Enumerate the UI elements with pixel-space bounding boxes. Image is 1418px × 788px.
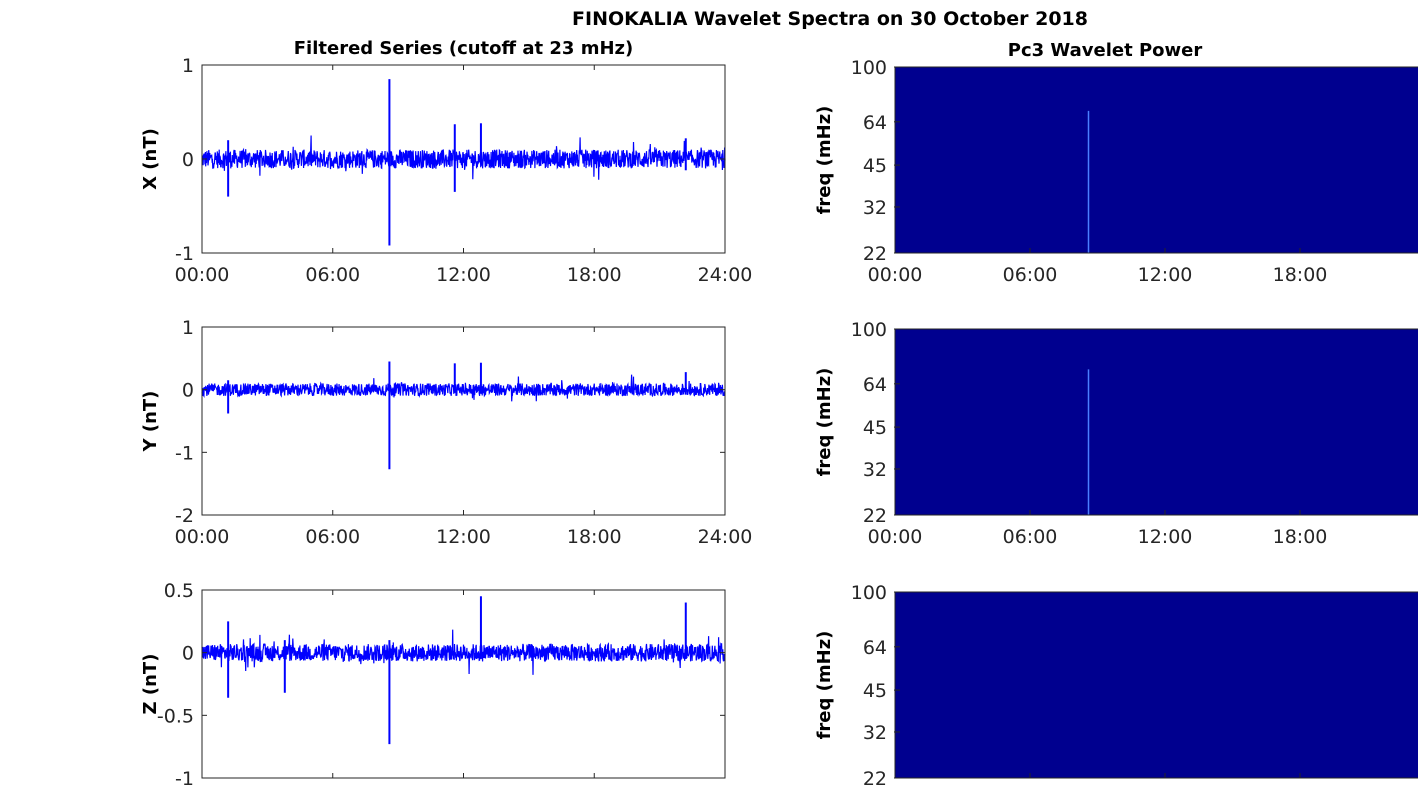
x-tick-label: 12:00	[436, 264, 491, 286]
y-axis-label: freq (mHz)	[814, 631, 835, 740]
x-tick-label: 18:00	[1273, 526, 1328, 548]
y-tick-label: 64	[863, 637, 887, 659]
figure-title: FINOKALIA Wavelet Spectra on 30 October …	[572, 8, 1088, 30]
x-tick-label: 00:00	[175, 264, 230, 286]
y-tick-label: 32	[863, 459, 887, 481]
panel-title: Pc3 Wavelet Power	[1008, 40, 1203, 61]
y-axis-label: freq (mHz)	[814, 106, 835, 215]
axes-frame	[201, 326, 726, 516]
y-tick-label: -0.5	[157, 705, 194, 727]
x-tick-label: 06:00	[1003, 264, 1058, 286]
y-tick-label: 22	[863, 768, 887, 788]
y-tick-label: 0	[182, 149, 194, 171]
y-tick-label: 100	[851, 57, 887, 79]
y-tick-label: 22	[863, 243, 887, 265]
series-line	[201, 374, 726, 402]
x-tick-label: 06:00	[305, 526, 360, 548]
y-tick-label: 100	[851, 582, 887, 604]
y-tick-label: 0	[182, 643, 194, 665]
y-tick-label: -1	[175, 768, 194, 788]
x-tick-label: 12:00	[436, 526, 491, 548]
y-axis-label: X (nT)	[140, 128, 161, 190]
y-tick-label: 45	[863, 680, 887, 702]
x-tick-label: 00:00	[868, 264, 923, 286]
x-tick-label: 18:00	[1273, 264, 1328, 286]
heatmap-panel: 22 32 45 64 100	[851, 582, 1418, 788]
panel-title: Filtered Series (cutoff at 23 mHz)	[294, 38, 633, 59]
y-tick-label: -1	[175, 442, 194, 464]
y-tick-label: 45	[863, 417, 887, 439]
y-tick-label: 0.5	[164, 580, 194, 602]
y-tick-label: 45	[863, 155, 887, 177]
panels: -1 0 1 00:00 06:00 12:00 18:00 24:00 Filtered Se…	[140, 38, 1418, 788]
line-panel: -1 0 1 00:00 06:00 12:00 18:00 24:00	[175, 55, 753, 286]
y-tick-label: 0	[182, 380, 194, 402]
heatmap-field	[895, 592, 1418, 778]
y-tick-label: -1	[175, 243, 194, 265]
x-tick-label: 06:00	[305, 264, 360, 286]
y-axis-label: freq (mHz)	[814, 368, 835, 477]
y-tick-label: 64	[863, 374, 887, 396]
x-tick-label: 24:00	[698, 526, 753, 548]
line-panel: -1 -0.5 0 0.5	[157, 580, 726, 788]
line-panel: -2 -1 0 1 00:00 06:00 12:00 18:00 24:00	[175, 317, 753, 548]
y-tick-label: 32	[863, 197, 887, 219]
y-tick-label: 32	[863, 722, 887, 744]
series-line	[201, 135, 726, 180]
heatmap-field	[895, 67, 1418, 253]
y-tick-label: 1	[182, 317, 194, 339]
x-tick-label: 06:00	[1003, 526, 1058, 548]
y-tick-label: 22	[863, 505, 887, 527]
x-tick-label: 12:00	[1138, 526, 1193, 548]
y-tick-label: 64	[863, 112, 887, 134]
x-tick-label: 12:00	[1138, 264, 1193, 286]
y-tick-label: 1	[182, 55, 194, 77]
series-line	[201, 629, 726, 675]
y-tick-label: 100	[851, 319, 887, 341]
y-axis-label: Y (nT)	[140, 391, 161, 453]
x-tick-label: 00:00	[868, 526, 923, 548]
x-tick-label: 18:00	[567, 526, 622, 548]
axes-frame	[201, 589, 726, 779]
y-tick-label: -2	[175, 505, 194, 527]
y-axis-label: Z (nT)	[140, 654, 161, 715]
heatmap-field	[895, 329, 1418, 515]
x-tick-label: 18:00	[567, 264, 622, 286]
x-tick-label: 00:00	[175, 526, 230, 548]
x-tick-label: 24:00	[698, 264, 753, 286]
